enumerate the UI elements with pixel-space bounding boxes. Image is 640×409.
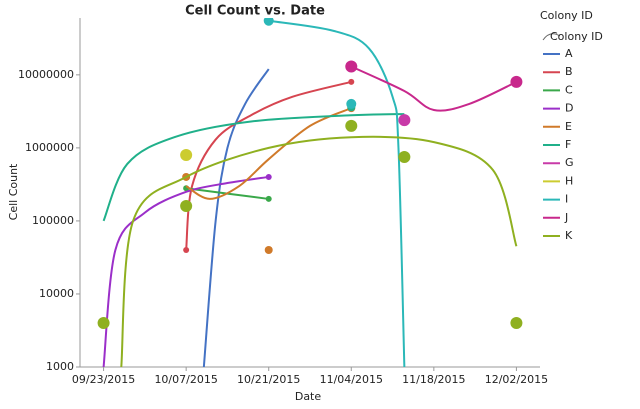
series-line xyxy=(202,68,270,368)
legend-label: K xyxy=(565,229,573,242)
x-tick-label: 09/23/2015 xyxy=(72,373,135,386)
data-point xyxy=(398,114,411,127)
plot-area xyxy=(97,18,523,368)
series-line xyxy=(185,80,352,251)
legend-label: H xyxy=(565,174,573,187)
legend-title: Colony ID xyxy=(540,9,593,22)
x-tick-label: 11/04/2015 xyxy=(320,373,383,386)
series-line xyxy=(268,19,406,368)
data-point xyxy=(510,317,523,330)
y-tick-label: 100000 xyxy=(32,214,74,227)
y-tick-label: 1000 xyxy=(46,360,74,373)
data-point xyxy=(510,75,523,88)
y-axis-label: Cell Count xyxy=(7,163,20,220)
x-tick-label: 11/18/2015 xyxy=(402,373,465,386)
data-point xyxy=(263,18,274,26)
legend-subtitle: Colony ID xyxy=(550,30,603,43)
chart-title: Cell Count vs. Date xyxy=(185,4,325,19)
y-tick-label: 10000 xyxy=(39,287,74,300)
data-point xyxy=(183,246,190,253)
legend-label: I xyxy=(565,193,568,206)
data-point xyxy=(264,245,273,254)
legend-label: E xyxy=(565,120,572,133)
x-tick-label: 10/07/2015 xyxy=(154,373,217,386)
legend-label: G xyxy=(565,156,574,169)
data-point xyxy=(345,60,358,73)
legend-label: D xyxy=(565,102,573,115)
series-line xyxy=(185,107,352,200)
data-point xyxy=(265,173,272,180)
data-point xyxy=(398,151,411,164)
legend-label: C xyxy=(565,83,573,96)
series-line xyxy=(120,135,518,368)
data-point xyxy=(180,200,193,213)
data-point xyxy=(348,78,355,85)
legend-label: J xyxy=(564,211,568,224)
series-line xyxy=(102,113,405,222)
legend-label: B xyxy=(565,65,573,78)
data-point xyxy=(180,148,193,161)
data-point xyxy=(346,98,357,109)
legend-label: F xyxy=(565,138,571,151)
y-tick-label: 1000000 xyxy=(25,141,74,154)
x-axis-label: Date xyxy=(295,390,322,403)
data-point xyxy=(345,119,358,132)
series-line xyxy=(350,65,517,112)
legend-icon xyxy=(542,33,561,41)
x-tick-label: 12/02/2015 xyxy=(485,373,548,386)
data-point xyxy=(97,317,110,330)
legend-label: A xyxy=(565,47,573,60)
y-tick-label: 10000000 xyxy=(18,68,74,81)
data-point xyxy=(265,195,272,202)
x-tick-label: 10/21/2015 xyxy=(237,373,300,386)
series-line xyxy=(102,175,269,368)
